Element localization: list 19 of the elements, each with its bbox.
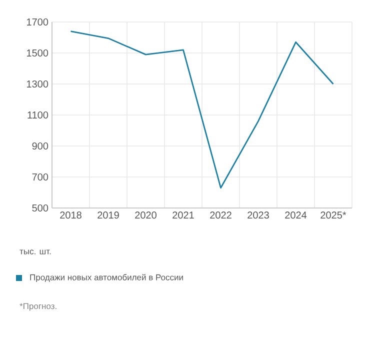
text: тыс. шт. — [20, 250, 51, 254]
y-tick-label: 1500 — [26, 49, 48, 57]
y-tick-label: 1300 — [26, 80, 48, 88]
legend-label: Продажи новых автомобилей в России — [30, 274, 183, 282]
y-tick-label: 1100 — [28, 111, 48, 119]
y-tick-label: 900 — [32, 142, 48, 150]
y-tick-label: 700 — [32, 173, 48, 181]
y-tick-label: 1700 — [26, 18, 48, 26]
x-tick-label: 2022 — [210, 212, 232, 219]
text: *Прогноз. — [20, 303, 56, 311]
x-tick-label: 2020 — [135, 212, 156, 219]
line-series — [70, 30, 334, 189]
x-tick-label: 2025* — [320, 212, 346, 219]
x-tick-label: 2023 — [248, 212, 269, 219]
x-tick-label: 2018 — [60, 212, 82, 219]
x-tick-label: 2021 — [172, 212, 194, 219]
y-tick-label: 500 — [32, 204, 48, 212]
x-tick-label: 2024 — [285, 212, 307, 219]
x-tick-label: 2019 — [98, 212, 119, 219]
